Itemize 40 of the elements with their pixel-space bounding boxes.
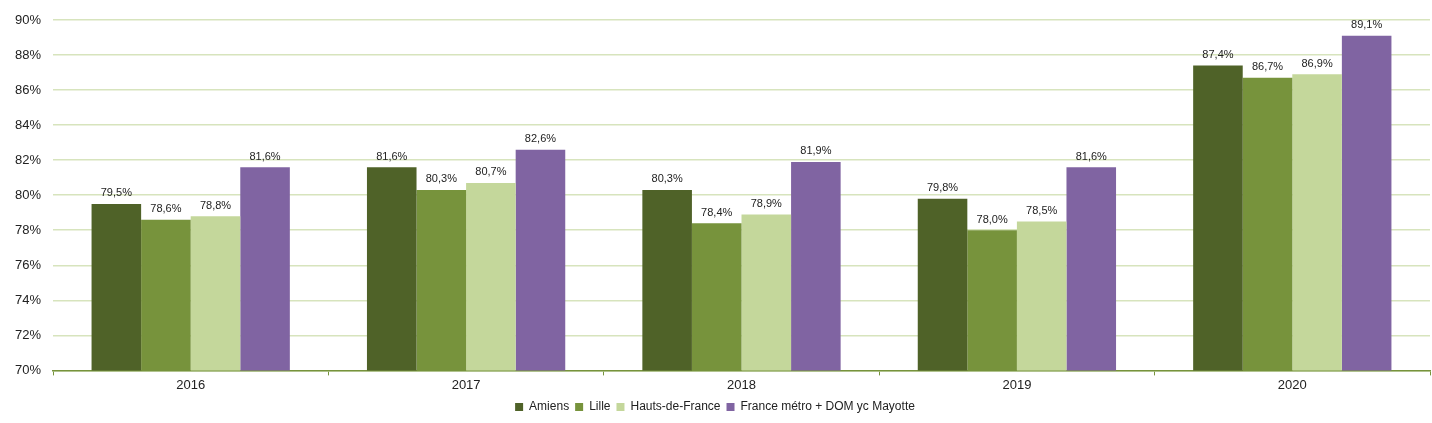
data-label: 78,9%: [750, 197, 783, 209]
data-label: 80,7%: [475, 165, 507, 178]
y-tick-label: 72%: [14, 326, 42, 342]
y-tick-label: 82%: [14, 151, 42, 167]
y-tick-label: 78%: [14, 221, 42, 237]
y-tick-label: 80%: [14, 186, 42, 202]
x-tick-label: 2016: [176, 376, 206, 392]
data-label: 78,0%: [976, 212, 1008, 225]
data-label: 81,6%: [1075, 149, 1108, 162]
data-label: 81,6%: [249, 149, 281, 162]
y-tick-label: 74%: [14, 291, 42, 307]
legend-label: Lille: [589, 399, 611, 414]
data-label: 78,8%: [199, 198, 232, 211]
y-tick-label: 84%: [14, 116, 42, 132]
data-label: 82,6%: [524, 132, 557, 145]
x-tick-label: 2018: [727, 376, 756, 392]
data-label: 80,3%: [425, 172, 458, 185]
data-label: 79,8%: [926, 181, 959, 194]
data-label: 79,5%: [100, 186, 133, 199]
y-tick-label: 76%: [14, 256, 42, 272]
y-tick-label: 90%: [14, 11, 42, 27]
x-tick-label: 2020: [1277, 376, 1307, 392]
x-tick-label: 2019: [1002, 376, 1032, 392]
y-tick-label: 88%: [14, 46, 42, 62]
data-label: 78,6%: [150, 202, 182, 215]
y-tick-label: 70%: [14, 361, 42, 377]
data-label: 86,7%: [1251, 60, 1284, 73]
data-label: 80,3%: [651, 172, 683, 185]
data-label: 78,4%: [701, 205, 733, 218]
data-label: 78,5%: [1026, 204, 1058, 217]
data-label: 89,1%: [1351, 18, 1383, 31]
y-tick-label: 86%: [14, 81, 42, 97]
x-tick-label: 2017: [451, 376, 481, 392]
legend-label: Amiens: [529, 399, 570, 414]
data-label: 86,9%: [1301, 56, 1333, 69]
legend-label: France métro + DOM yc Mayotte: [740, 399, 916, 414]
data-label: 81,9%: [800, 144, 832, 157]
legend-label: Hauts-de-France: [630, 399, 721, 414]
data-label: 87,4%: [1202, 48, 1234, 61]
data-label: 81,6%: [376, 149, 408, 162]
